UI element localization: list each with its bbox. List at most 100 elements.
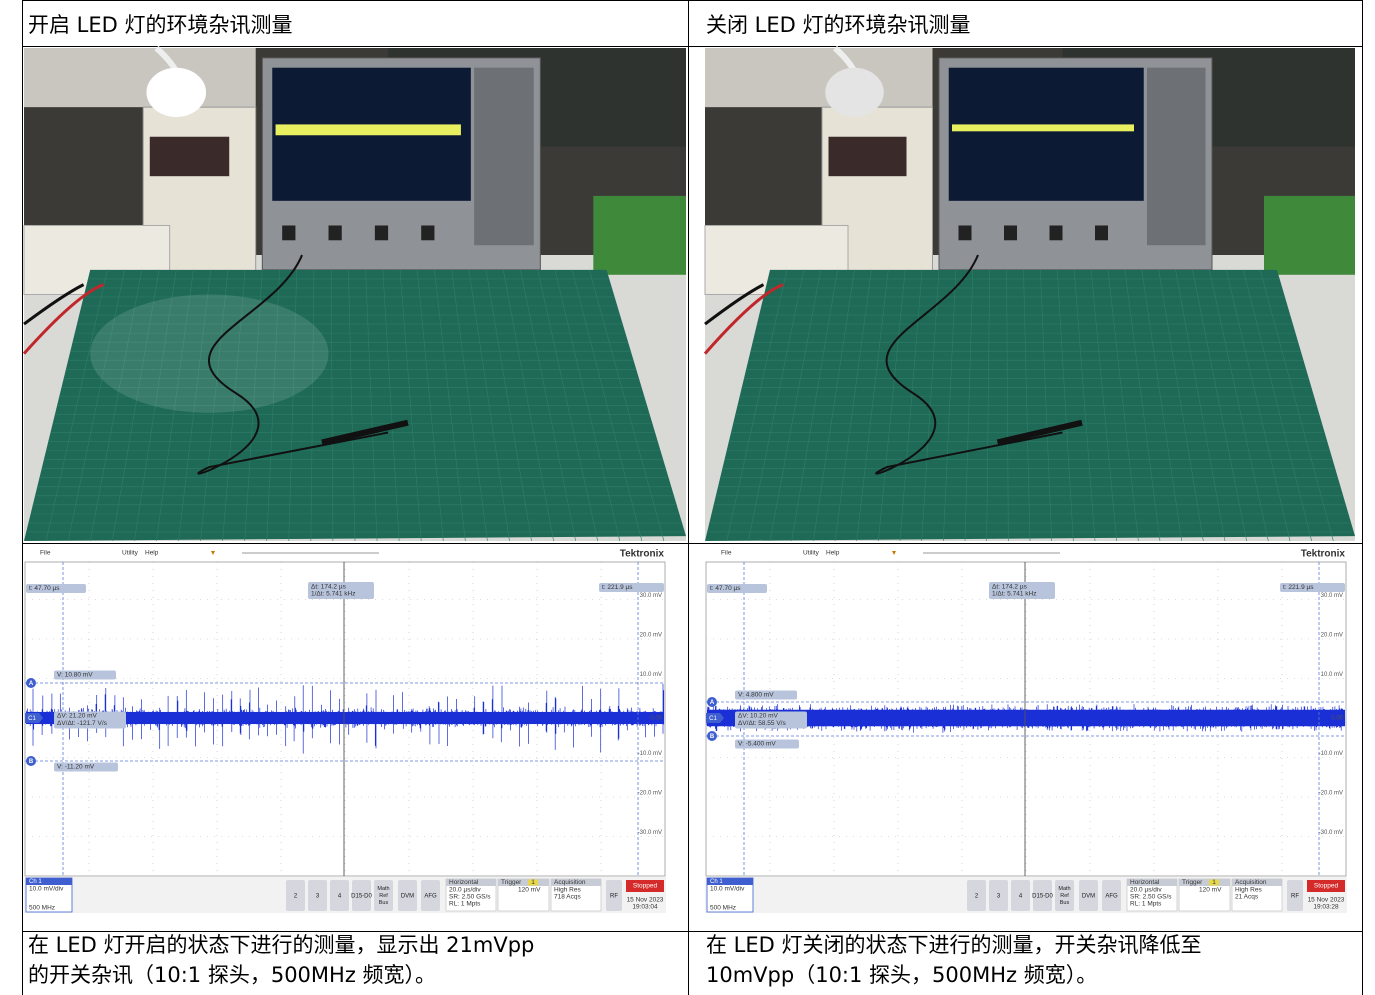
run-status: Stopped (1314, 883, 1339, 890)
menu-item: File (721, 550, 732, 557)
menu-item: Utility (122, 550, 139, 557)
cursor-readout: V: 10.80 mV (57, 672, 93, 679)
button-label: RF (1291, 894, 1299, 900)
channel-bandwidth: 500 MHz (29, 905, 55, 912)
supply-display (829, 137, 907, 176)
cursor-readout: t: 47.70 µs (710, 585, 741, 592)
y-axis-label: 0.00 (1331, 716, 1343, 722)
cursor-readout: Δt: 174.2 µs (311, 584, 347, 591)
run-status: Stopped (633, 883, 658, 890)
marker-label: C1 (709, 716, 717, 722)
y-axis-label: 10.0 mV (640, 672, 662, 678)
marker-label: C1 (28, 716, 36, 722)
green-box (593, 196, 686, 275)
header-cell: 关闭 LED 灯的环境杂讯测量 (706, 13, 971, 37)
caption-line: 的开关杂讯（10:1 探头，500MHz 频宽）。 (28, 963, 436, 987)
scope-input (1004, 225, 1017, 240)
scope-input (282, 225, 295, 240)
y-axis-label: 20.0 mV (1321, 633, 1343, 639)
cursor-readout: ΔV/Δt: -121.7 V/s (57, 720, 108, 727)
y-axis-label: 30.0 mV (640, 593, 662, 599)
channel-name: Ch 1 (710, 879, 723, 885)
marker-label: B (29, 759, 34, 765)
scope-input (375, 225, 388, 240)
cursor-readout: V: -5.400 mV (738, 741, 776, 748)
button-label: DVM (401, 894, 414, 900)
lamp (825, 68, 884, 117)
trigger-source: 1 (1212, 879, 1216, 886)
panel-line: 21 Acqs (1235, 894, 1259, 901)
time: 19:03:04 (632, 904, 658, 911)
button-label: DVM (1082, 894, 1095, 900)
cursor-readout: 1/Δt: 5.741 kHz (992, 591, 1036, 598)
channel-bandwidth: 500 MHz (710, 905, 736, 912)
channel-scale: 10.0 mV/div (29, 886, 64, 893)
trigger-level: 120 mV (1199, 887, 1222, 894)
marker-label: B (710, 734, 715, 740)
scope-panel (474, 68, 534, 245)
caption-line: 在 LED 灯开启的状态下进行的测量，显示出 21mVpp (28, 933, 534, 957)
marker-label: A (710, 700, 715, 706)
cursor-readout: ΔV: 21.20 mV (57, 713, 98, 720)
date: 15 Nov 2023 (627, 897, 664, 904)
y-axis-label: -30.0 mV (638, 830, 662, 836)
y-axis-label: 20.0 mV (640, 633, 662, 639)
time: 19:03:28 (1313, 904, 1339, 911)
panel-line: High Res (1235, 887, 1262, 894)
caption-line: 10mVpp（10:1 探头，500MHz 频宽）。 (706, 963, 1097, 987)
y-axis-label: -30.0 mV (1319, 830, 1343, 836)
cursor-readout: ΔV/Δt: 58.55 V/s (738, 720, 786, 727)
scope-input (1050, 225, 1063, 240)
scope-screenshot: File Utility Help Tektronix t: 47.70 µs Δt: 1… (24, 545, 666, 930)
brand: Tektronix (1301, 549, 1346, 560)
scope-input (421, 225, 434, 240)
wall (705, 48, 933, 107)
menu-item: Help (826, 550, 840, 557)
scope-trace (276, 124, 461, 135)
trigger-source: 1 (531, 879, 535, 886)
menu-item: Help (145, 550, 159, 557)
panel-title: Acquisition (554, 879, 586, 886)
caption-line: 在 LED 灯关闭的状态下进行的测量，开关杂讯降低至 (706, 933, 1202, 957)
cursor-readout: V: -11.20 mV (57, 764, 95, 771)
button-label: AFG (1105, 894, 1118, 900)
lamp (146, 68, 206, 117)
panel-title: Acquisition (1235, 879, 1267, 886)
scope-input (959, 225, 972, 240)
brand: Tektronix (620, 549, 665, 560)
channel-scale: 10.0 mV/div (710, 886, 745, 893)
panel-title: Horizontal (1130, 879, 1160, 886)
scope-panel (1147, 68, 1206, 245)
y-axis-label: 30.0 mV (1321, 593, 1343, 599)
scope-input (1095, 225, 1108, 240)
panel-line: RL: 1 Mpts (449, 901, 481, 908)
wall (24, 48, 256, 107)
date: 15 Nov 2023 (1308, 897, 1345, 904)
cursor-readout: t: 47.70 µs (29, 585, 60, 592)
document-page: 开启 LED 灯的环境杂讯测量 关闭 LED 灯的环境杂讯测量 在 LED 灯开… (0, 0, 1375, 995)
panel-title: Trigger (501, 879, 522, 886)
green-box (1264, 196, 1355, 275)
y-axis-label: -20.0 mV (638, 791, 662, 797)
photo (705, 48, 1355, 541)
menu-item: Utility (803, 550, 820, 557)
button-label: D15-D0 (1032, 894, 1053, 900)
photo (24, 48, 686, 541)
panel-line: High Res (554, 887, 581, 894)
panel-line: SR: 2.50 GS/s (449, 894, 491, 901)
cursor-readout: ΔV: 10.20 mV (738, 713, 779, 720)
button-label: AFG (424, 894, 437, 900)
panel-title: Trigger (1182, 879, 1203, 886)
cursor-readout: V: 4.800 mV (738, 692, 774, 699)
header-cell: 开启 LED 灯的环境杂讯测量 (28, 13, 293, 37)
scope-trace (952, 124, 1134, 131)
y-axis-label: -20.0 mV (1319, 791, 1343, 797)
y-axis-label: 10.0 mV (1321, 672, 1343, 678)
menu-item: File (40, 550, 51, 557)
cursor-readout: t: 221.9 µs (1283, 584, 1314, 591)
marker-label: A (29, 681, 34, 687)
channel-name: Ch 1 (29, 879, 42, 885)
y-axis-label: -10.0 mV (638, 751, 662, 757)
button-label: D15-D0 (351, 894, 372, 900)
